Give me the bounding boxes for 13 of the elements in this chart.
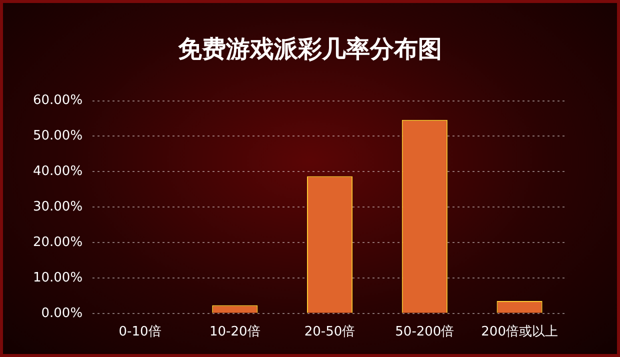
x-tick-label: 0-10倍 [118,324,162,340]
chart-title: 免费游戏派彩几率分布图 [177,34,443,65]
y-tick-label: 60.00% [32,93,83,108]
x-tick-label: 20-50倍 [304,324,356,340]
x-tick-label: 50-200倍 [395,324,454,340]
y-tick-label: 0.00% [41,306,83,321]
y-tick-label: 40.00% [32,164,83,180]
y-tick-label: 20.00% [32,234,83,250]
y-tick-label: 50.00% [32,128,83,144]
y-tick-label: 10.00% [32,270,83,286]
x-tick-label: 10-20倍 [210,324,260,340]
y-tick-label: 30.00% [32,199,83,214]
x-tick-label: 200倍或以上 [481,324,558,340]
